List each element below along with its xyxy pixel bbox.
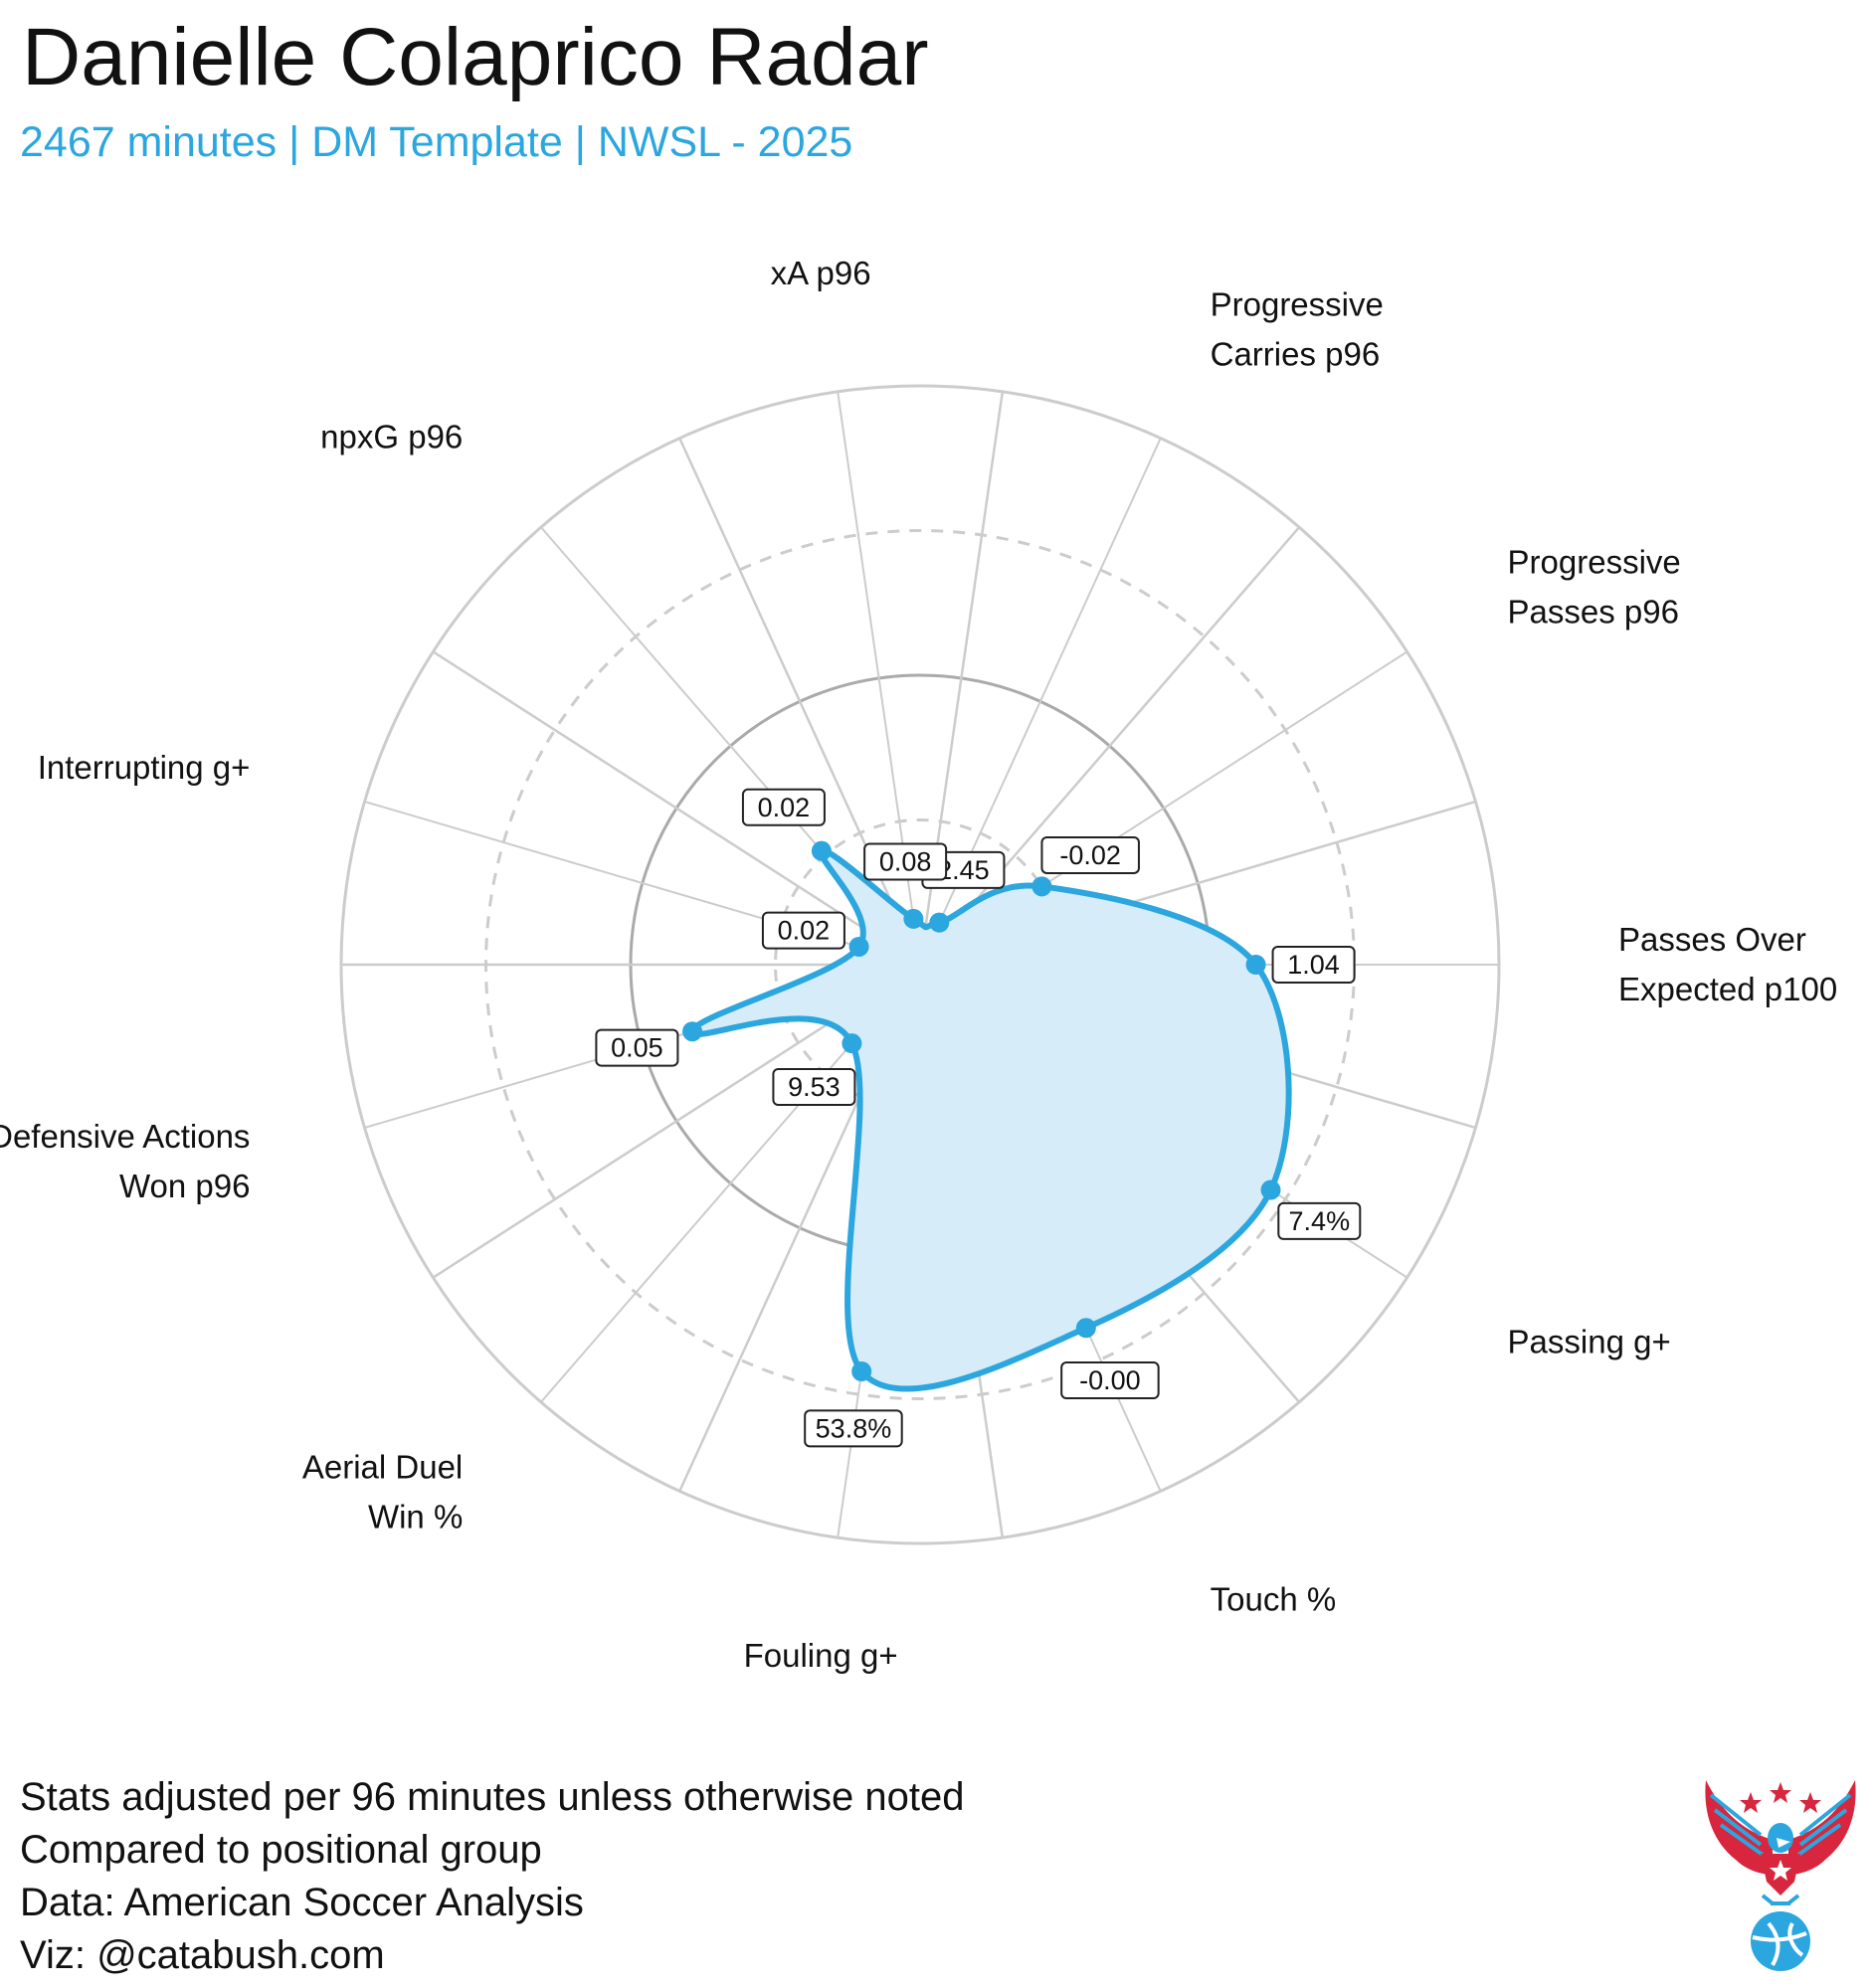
footer-note-2: Compared to positional group	[20, 1828, 542, 1872]
footer-note-1: Stats adjusted per 96 minutes unless oth…	[20, 1775, 964, 1819]
axis-label-line: Passes Over	[1618, 921, 1806, 958]
axis-label: npxG p96	[320, 418, 463, 454]
footer-note-3: Data: American Soccer Analysis	[20, 1881, 584, 1924]
value-label-box	[863, 842, 948, 881]
axis-label-line: xA p96	[771, 255, 871, 291]
radar-series	[682, 840, 1292, 1392]
axis-label-line: Progressive	[1508, 543, 1681, 580]
eagle-head-icon	[1768, 1823, 1793, 1853]
value-label-text: 0.02	[758, 793, 811, 822]
radar-point	[1075, 1318, 1096, 1339]
value-label-text: 0.02	[778, 916, 831, 946]
page-subtitle: 2467 minutes | DM Template | NWSL - 2025	[20, 118, 852, 166]
eagle-soccer-logo	[1705, 1780, 1856, 1971]
value-label: 0.08	[863, 842, 948, 881]
axis-label-line: Passes p96	[1508, 593, 1679, 630]
value-label-box	[1040, 835, 1140, 874]
value-label: -0.00	[1060, 1361, 1160, 1400]
value-label-box	[1277, 1201, 1362, 1240]
value-label-text: 0.08	[879, 847, 932, 877]
value-label-text: -0.02	[1059, 840, 1121, 870]
axis-label: Touch %	[1211, 1581, 1337, 1618]
axis-label-line: Expected p100	[1618, 971, 1837, 1007]
value-label-box	[595, 1028, 679, 1067]
value-label-box	[1271, 946, 1356, 984]
value-label: 53.8%	[804, 1409, 903, 1448]
value-label: 1.04	[1271, 946, 1356, 984]
radar-point	[1245, 955, 1266, 975]
value-label: 0.02	[761, 911, 845, 950]
axis-label: Defensive Actions Won p96	[0, 1118, 250, 1204]
axis-label: Passing g+	[1508, 1324, 1671, 1360]
axis-label-line: Fouling g+	[744, 1637, 898, 1674]
value-label-box	[1060, 1361, 1160, 1400]
value-label: 9.53	[772, 1068, 856, 1107]
radar-point	[1260, 1179, 1281, 1200]
radar-point	[929, 912, 950, 933]
value-label-box	[772, 1068, 856, 1107]
radar-axis-labels: Passes Over Expected p100 Progressive Passe…	[0, 255, 1837, 1674]
axis-label-line: Passing g+	[1508, 1324, 1671, 1360]
axis-label-line: Interrupting g+	[38, 749, 251, 786]
axis-label: Aerial Duel Win %	[302, 1449, 463, 1536]
axis-label-line: Touch %	[1211, 1581, 1337, 1618]
axis-label: Progressive Carries p96	[1211, 285, 1384, 372]
footer-notes: Stats adjusted per 96 minutes unless oth…	[20, 1775, 964, 1977]
footer-note-4: Viz: @catabush.com	[20, 1933, 385, 1977]
axis-label: Interrupting g+	[38, 749, 251, 786]
axis-label: Passes Over Expected p100	[1618, 921, 1837, 1007]
axis-label-line: Win %	[368, 1499, 463, 1536]
axis-label-line: Carries p96	[1211, 335, 1381, 372]
axis-label: Progressive Passes p96	[1508, 543, 1681, 630]
radar-point	[851, 1361, 872, 1382]
radar-point	[842, 1033, 862, 1054]
value-label-text: 7.4%	[1289, 1206, 1351, 1236]
axis-label: Fouling g+	[744, 1637, 898, 1674]
star-icon	[1740, 1792, 1762, 1813]
value-label-text: 53.8%	[816, 1413, 892, 1443]
radar-point	[848, 936, 869, 957]
radar-point	[903, 908, 924, 929]
value-label-text: -0.00	[1079, 1365, 1141, 1395]
star-icon	[1799, 1792, 1821, 1813]
value-label-box	[741, 788, 826, 826]
radar-point	[682, 1021, 703, 1042]
star-icon	[1770, 1782, 1791, 1803]
value-label-box	[804, 1409, 903, 1448]
value-label-text: 9.53	[788, 1072, 841, 1102]
value-label: 7.4%	[1277, 1201, 1362, 1240]
value-label-box	[761, 911, 845, 950]
value-label: 0.02	[741, 788, 826, 826]
axis-label-line: Defensive Actions	[0, 1118, 250, 1155]
grid-spoke	[919, 526, 1301, 966]
page-title: Danielle Colaprico Radar	[22, 12, 929, 102]
value-label: -0.02	[1040, 835, 1140, 874]
axis-label-line: Aerial Duel	[302, 1449, 463, 1486]
radar-value-labels: 1.04-0.022.450.080.020.020.059.5353.8%-0…	[595, 788, 1362, 1448]
axis-label: xA p96	[771, 255, 871, 291]
grid-spoke	[678, 438, 922, 966]
grid-spoke	[432, 650, 921, 967]
radar-point	[811, 840, 832, 861]
value-label-text: 0.05	[611, 1033, 663, 1063]
axis-label-line: Progressive	[1211, 285, 1384, 322]
radar-point	[1031, 876, 1052, 897]
axis-label-line: Won p96	[119, 1168, 250, 1204]
value-label-text: 1.04	[1287, 950, 1340, 980]
axis-label-line: npxG p96	[320, 418, 463, 454]
value-label: 0.05	[595, 1028, 679, 1067]
